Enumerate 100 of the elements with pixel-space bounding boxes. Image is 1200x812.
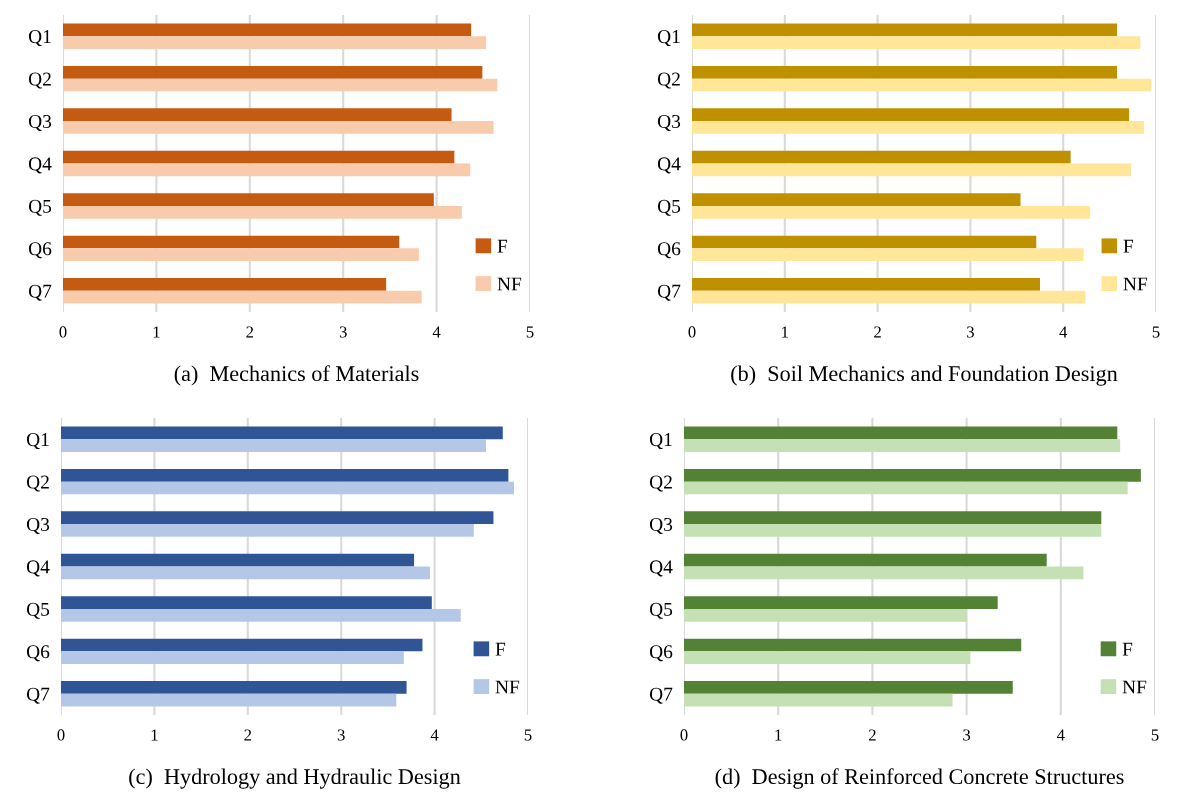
bar <box>63 278 387 291</box>
legend-label: F <box>495 642 506 656</box>
bar <box>61 553 415 567</box>
bar <box>692 108 1130 122</box>
text: (a) Mechanics of Materials <box>174 365 419 386</box>
y-tick-label: Q7 <box>657 284 681 301</box>
x-tick-label: 4 <box>1059 326 1068 338</box>
y-tick-label: Q1 <box>26 433 49 450</box>
x-tick-label: 4 <box>432 326 441 338</box>
text: (c) Hydrology and Hydraulic Design <box>129 768 461 789</box>
legend-label: NF <box>1123 277 1148 291</box>
bar <box>684 651 971 665</box>
x-tick-label: 2 <box>868 729 876 741</box>
bar <box>61 439 486 452</box>
text: (d) Design of Reinforced Concrete Structures <box>715 768 1124 789</box>
bar <box>61 681 407 694</box>
bar <box>692 36 1141 49</box>
bar <box>63 235 400 249</box>
x-tick-label: 1 <box>775 729 782 741</box>
bar <box>692 65 1118 79</box>
x-tick-label: 5 <box>1151 729 1159 741</box>
x-tick-label: 1 <box>151 729 158 741</box>
bar <box>63 290 422 304</box>
x-tick-label: 3 <box>337 729 345 741</box>
bar <box>692 193 1021 206</box>
bar <box>692 163 1131 177</box>
y-tick-label: Q5 <box>28 199 52 216</box>
bar <box>63 205 462 219</box>
x-tick-label: 3 <box>967 326 974 338</box>
bar <box>61 481 514 495</box>
bar <box>63 193 434 206</box>
bar <box>692 150 1071 164</box>
y-tick-label: Q5 <box>26 602 50 619</box>
y-tick-label: Q4 <box>28 157 52 174</box>
x-tick-label: 2 <box>874 326 881 338</box>
bar <box>684 439 1121 452</box>
y-tick-label: Q7 <box>28 284 52 301</box>
x-tick-label: 5 <box>1152 326 1160 338</box>
y-tick-label: Q6 <box>657 242 681 259</box>
x-tick-label: 2 <box>246 326 254 338</box>
bar <box>692 248 1084 262</box>
x-tick-label: 0 <box>688 326 696 338</box>
bar <box>692 235 1037 249</box>
bar <box>63 121 494 134</box>
x-tick-label: 3 <box>963 729 971 741</box>
bar <box>61 566 430 580</box>
bar <box>692 278 1040 291</box>
y-tick-label: Q3 <box>28 114 52 131</box>
bar <box>61 511 494 525</box>
x-tick-label: 3 <box>339 326 347 338</box>
y-tick-label: Q5 <box>649 602 673 619</box>
y-tick-label: Q3 <box>26 517 50 534</box>
bar <box>61 693 397 707</box>
y-tick-label: Q1 <box>28 30 51 47</box>
y-tick-label: Q1 <box>657 30 680 47</box>
bar <box>692 78 1152 92</box>
bar <box>61 608 461 622</box>
y-tick-label: Q2 <box>649 475 672 492</box>
y-tick-label: Q1 <box>649 433 672 450</box>
bar <box>63 78 498 92</box>
text: (b) Soil Mechanics and Foundation Design <box>731 365 1118 386</box>
bar <box>684 608 967 622</box>
x-tick-label: 1 <box>782 326 788 338</box>
bar <box>692 205 1091 219</box>
bar <box>61 426 503 440</box>
bar <box>684 511 1102 525</box>
bar <box>63 108 452 122</box>
bar <box>684 426 1118 440</box>
x-tick-label: 0 <box>680 729 688 741</box>
bar <box>684 681 1013 694</box>
legend-label: F <box>497 239 508 253</box>
bar <box>684 524 1102 537</box>
legend-label: NF <box>1122 680 1147 694</box>
bar <box>684 468 1141 482</box>
y-tick-label: Q6 <box>28 242 52 259</box>
bar <box>63 23 472 37</box>
y-tick-label: Q2 <box>26 475 49 492</box>
bar <box>61 596 432 609</box>
bar <box>63 65 483 79</box>
y-tick-label: Q3 <box>649 517 673 534</box>
y-tick-label: Q7 <box>26 687 50 704</box>
bar <box>61 468 509 482</box>
y-tick-label: Q6 <box>649 645 673 662</box>
bar <box>63 163 471 177</box>
x-tick-label: 0 <box>59 326 67 338</box>
bar <box>684 566 1084 580</box>
legend-label: F <box>1122 642 1133 656</box>
bar <box>692 121 1144 134</box>
bar <box>684 693 953 707</box>
bar <box>61 651 404 665</box>
x-tick-label: 5 <box>526 326 534 338</box>
y-tick-label: Q7 <box>649 687 673 704</box>
bar <box>63 248 419 262</box>
bar <box>63 150 455 164</box>
x-tick-label: 2 <box>244 729 252 741</box>
bar <box>684 596 998 609</box>
bar <box>692 23 1118 37</box>
y-tick-label: Q2 <box>28 72 51 89</box>
bar <box>684 638 1022 652</box>
y-tick-label: Q3 <box>657 114 681 131</box>
